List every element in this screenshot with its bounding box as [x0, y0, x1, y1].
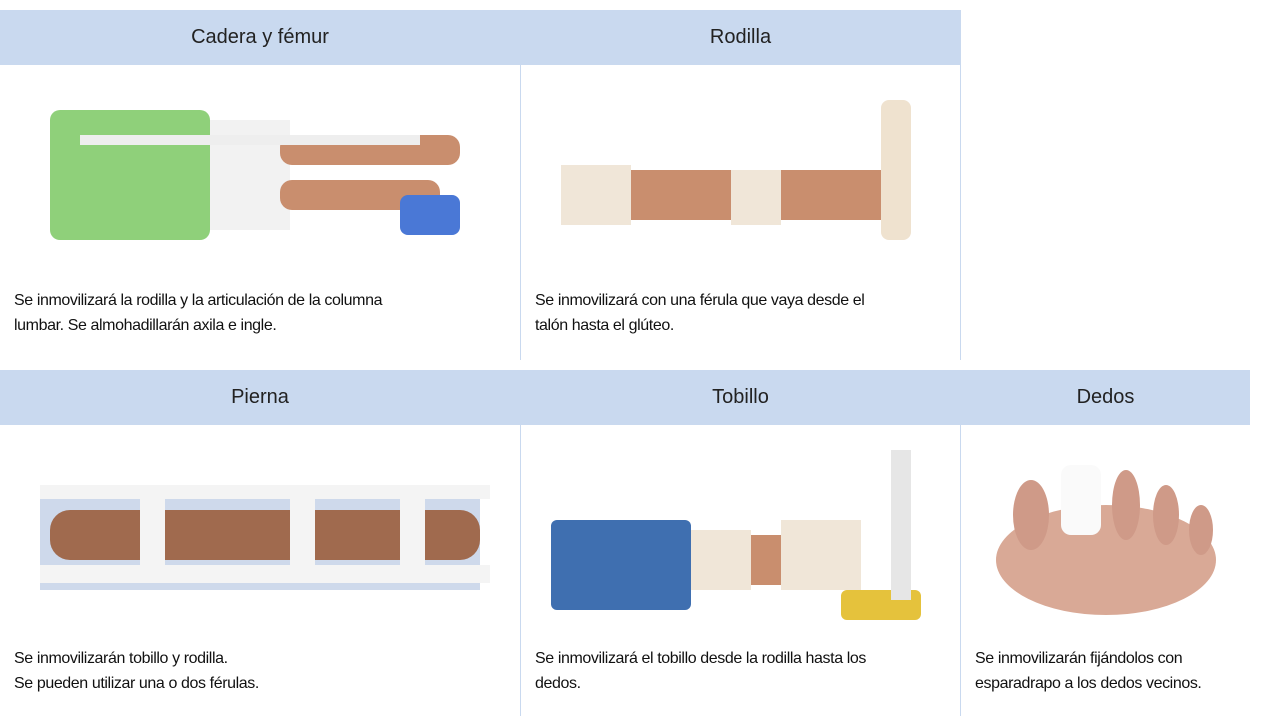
text-line: Se inmovilizarán tobillo y rodilla.: [14, 650, 228, 667]
photo: [551, 450, 921, 620]
cell-text: Se inmovilizará la rodilla y la articula…: [14, 288, 383, 338]
text-line: esparadrapo a los dedos vecinos.: [975, 675, 1202, 692]
cell: Tobillo Se inmovilizará el tobillo desde…: [521, 370, 961, 716]
cell-text: Se inmovilizarán tobillo y rodilla. Se pu…: [14, 646, 259, 696]
text-line: Se inmovilizará con una férula que vaya …: [535, 292, 865, 309]
cell: Cadera y fémur Se inmovilizará la rodill…: [0, 10, 521, 360]
cell-heading: Pierna: [0, 370, 520, 425]
cell: Dedos Se inmovilizarán fijándolos con esp…: [961, 370, 1250, 716]
cell-heading: Tobillo: [521, 370, 960, 425]
cell-text: Se inmovilizarán fijándolos con esparadra…: [975, 646, 1202, 696]
cell-text: Se inmovilizará con una férula que vaya …: [535, 288, 865, 338]
photo: [40, 485, 490, 590]
photo: [50, 110, 460, 240]
text-line: lumbar. Se almohadillarán axila e ingle.: [14, 317, 277, 334]
photo: [996, 465, 1216, 615]
text-line: talón hasta el glúteo.: [535, 317, 674, 334]
cell-heading: Rodilla: [521, 10, 960, 65]
text-line: Se inmovilizará la rodilla y la articula…: [14, 292, 383, 309]
cell: Pierna Se inmovilizarán tobillo y rodill…: [0, 370, 521, 716]
text-line: dedos.: [535, 675, 581, 692]
cell: Rodilla Se inmovilizará con una férula q…: [521, 10, 961, 360]
cell-text: Se inmovilizará el tobillo desde la rodi…: [535, 646, 866, 696]
text-line: Se inmovilizará el tobillo desde la rodi…: [535, 650, 866, 667]
cell-heading: Dedos: [961, 370, 1250, 425]
cell-heading: Cadera y fémur: [0, 10, 520, 65]
text-line: Se pueden utilizar una o dos férulas.: [14, 675, 259, 692]
text-line: Se inmovilizarán fijándolos con: [975, 650, 1183, 667]
photo: [561, 100, 911, 240]
